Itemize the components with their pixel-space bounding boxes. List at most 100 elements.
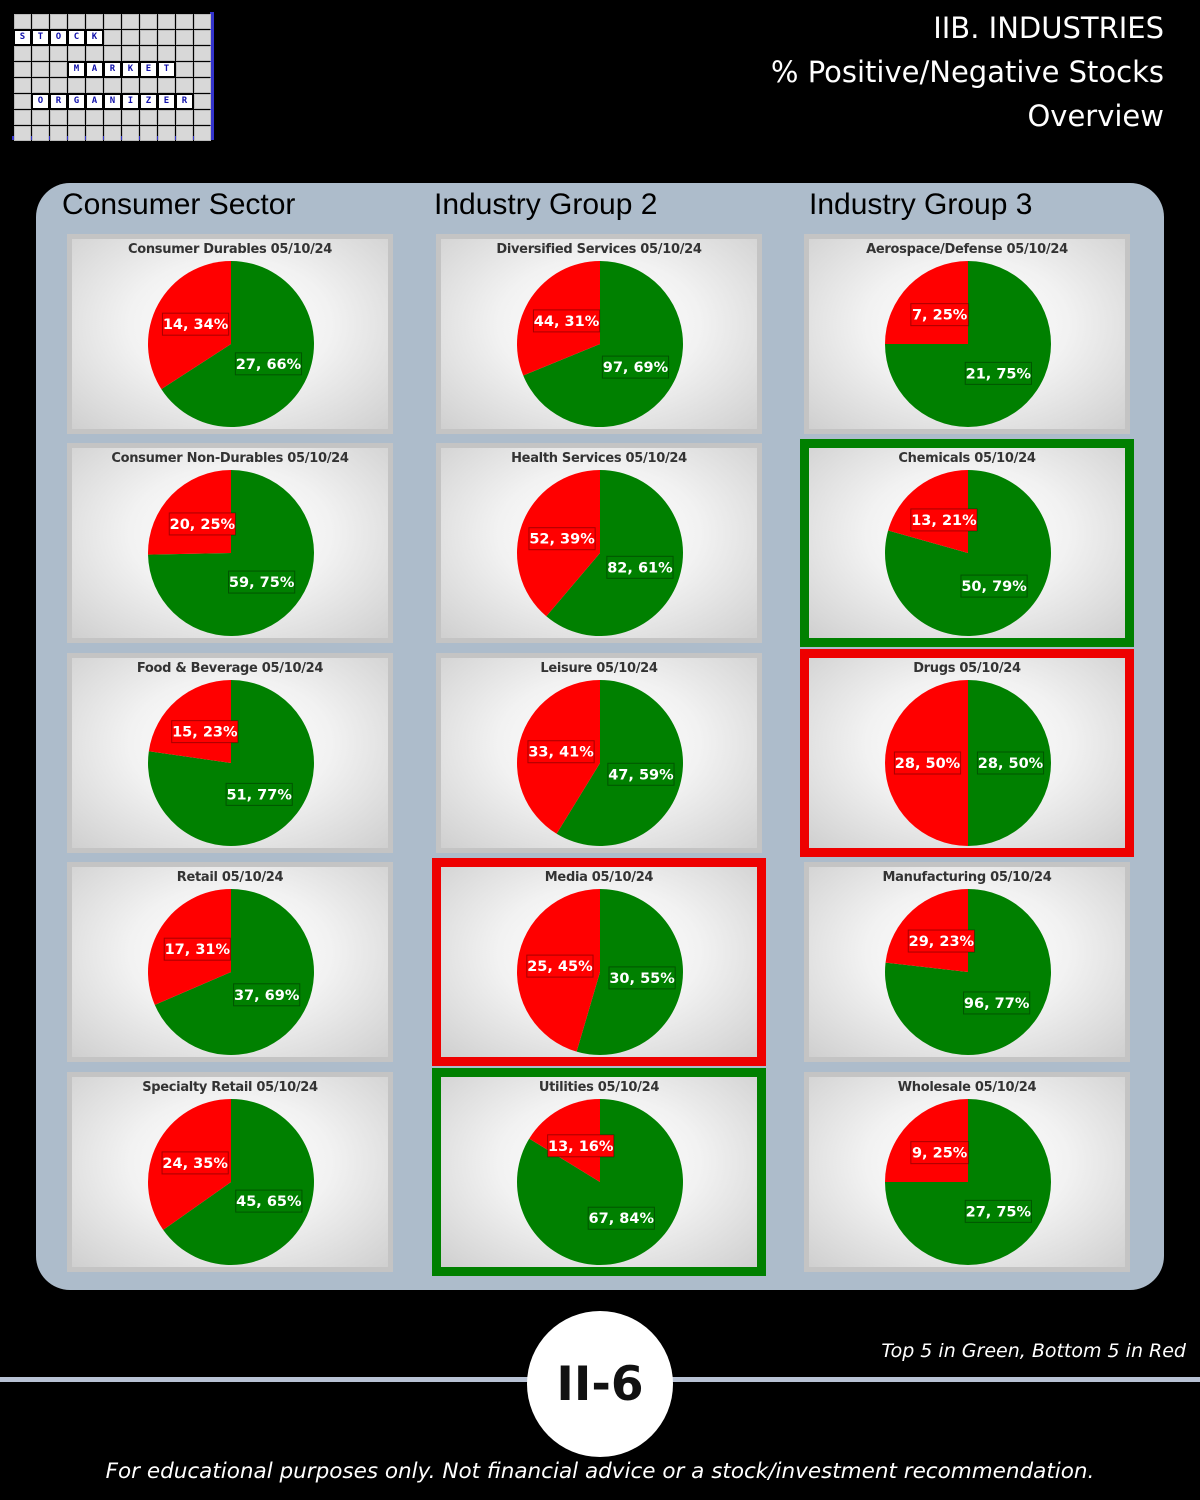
pie-title-food-beverage: Food & Beverage 05/10/24 xyxy=(136,661,324,676)
disclaimer-text: For educational purposes only. Not finan… xyxy=(105,1459,1095,1484)
pie-card-wholesale: Wholesale 05/10/24 27, 75% 9, 25% xyxy=(809,1077,1125,1267)
logo-cell xyxy=(158,46,175,61)
pie-chart-consumer-durables: 27, 66% 14, 34% xyxy=(148,261,314,427)
page-number-badge: II-6 xyxy=(527,1311,673,1457)
pie-slice-positive xyxy=(163,1099,314,1265)
logo-cell: E xyxy=(158,94,175,109)
logo-cell xyxy=(32,110,49,125)
logo-cell xyxy=(122,126,139,141)
pie-label-negative-box xyxy=(161,1151,229,1175)
logo-cell xyxy=(14,94,31,109)
highlight-legend-note: Top 5 in Green, Bottom 5 in Red xyxy=(881,1340,1186,1362)
logo-cell xyxy=(158,126,175,141)
logo-cell: N xyxy=(104,94,121,109)
pie-label-negative: 7, 25% xyxy=(912,308,968,324)
pie-card-aerospace-defense: Aerospace/Defense 05/10/24 21, 75% 7, 25% xyxy=(809,239,1125,429)
pie-slice-positive xyxy=(148,470,314,636)
pie-title-consumer-non-durables: Consumer Non-Durables 05/10/24 xyxy=(111,451,349,466)
pie-label-positive: 21, 75% xyxy=(966,366,1032,382)
page-header: IIB. INDUSTRIES % Positive/Negative Stoc… xyxy=(771,6,1164,138)
logo-cell xyxy=(86,46,103,61)
logo-cell xyxy=(104,126,121,141)
pie-card-utilities: Utilities 05/10/24 67, 84% 13, 16% xyxy=(441,1077,757,1267)
logo-cell xyxy=(158,110,175,125)
pie-card-chemicals: Chemicals 05/10/24 50, 79% 13, 21% xyxy=(809,448,1125,638)
pie-chart-leisure: 47, 59% 33, 41% xyxy=(517,680,683,846)
logo-cell xyxy=(194,126,211,141)
pie-label-positive: 28, 50% xyxy=(978,756,1044,772)
pie-card-consumer-non-durables: Consumer Non-Durables 05/10/24 59, 75% 20,… xyxy=(72,448,388,638)
pie-label-negative: 13, 16% xyxy=(548,1139,614,1155)
logo-cell xyxy=(32,14,49,29)
logo-cell: Z xyxy=(140,94,157,109)
pie-label-positive: 67, 84% xyxy=(589,1211,655,1227)
pie-label-negative: 24, 35% xyxy=(162,1156,228,1172)
pie-label-negative-box xyxy=(547,1134,615,1158)
logo-cell xyxy=(194,94,211,109)
logo-cell xyxy=(32,62,49,77)
pie-chart-aerospace-defense: 21, 75% 7, 25% xyxy=(885,261,1051,427)
logo-cell: O xyxy=(32,94,49,109)
logo-cell xyxy=(50,14,67,29)
pie-slice-negative xyxy=(148,470,231,555)
logo-cell xyxy=(122,30,139,45)
pie-title-drugs: Drugs 05/10/24 xyxy=(913,661,1021,676)
logo-cell: E xyxy=(140,62,157,77)
pie-title-health-services: Health Services 05/10/24 xyxy=(511,451,687,466)
pie-card-diversified-services: Diversified Services 05/10/24 97, 69% 44, … xyxy=(441,239,757,429)
pie-title-leisure: Leisure 05/10/24 xyxy=(540,661,658,676)
logo-cell: S xyxy=(14,30,31,45)
logo-cell: R xyxy=(104,62,121,77)
pie-label-negative: 28, 50% xyxy=(895,756,961,772)
logo-cell xyxy=(194,62,211,77)
pie-slice-positive xyxy=(161,261,314,427)
logo-cell xyxy=(140,78,157,93)
logo-cell xyxy=(86,126,103,141)
logo-cell xyxy=(140,110,157,125)
logo-cell xyxy=(176,46,193,61)
pie-label-negative-box xyxy=(907,929,975,953)
pie-slice-negative xyxy=(885,261,968,344)
pie-title-utilities: Utilities 05/10/24 xyxy=(538,1080,660,1095)
pie-label-negative-box xyxy=(527,740,595,764)
logo-cell: A xyxy=(86,94,103,109)
pie-title-consumer-durables: Consumer Durables 05/10/24 xyxy=(127,242,333,257)
logo-cell xyxy=(86,78,103,93)
pie-label-negative: 15, 23% xyxy=(172,725,238,741)
logo-cell xyxy=(86,110,103,125)
logo-cell: R xyxy=(50,94,67,109)
logo-cell: K xyxy=(86,30,103,45)
logo-cell: M xyxy=(68,62,85,77)
logo-cell: I xyxy=(122,94,139,109)
pie-label-positive-box xyxy=(601,355,670,379)
logo-cell xyxy=(14,14,31,29)
logo-cell xyxy=(14,126,31,141)
logo-cell: O xyxy=(50,30,67,45)
pie-title-retail: Retail 05/10/24 xyxy=(176,870,284,885)
header-subtitle: % Positive/Negative Stocks xyxy=(770,55,1164,89)
logo-cell xyxy=(86,14,103,29)
logo-cell xyxy=(158,30,175,45)
logo-cell xyxy=(50,62,67,77)
column-title-industry-group-3: Industry Group 3 xyxy=(809,188,1033,221)
logo-cell xyxy=(104,78,121,93)
pie-label-positive-box xyxy=(964,361,1032,385)
logo-cell xyxy=(68,46,85,61)
logo-cell xyxy=(176,14,193,29)
logo-cell xyxy=(32,46,49,61)
logo-cell xyxy=(176,126,193,141)
pie-title-manufacturing: Manufacturing 05/10/24 xyxy=(882,870,1052,885)
pie-label-negative-box xyxy=(161,312,230,336)
pie-label-positive-box xyxy=(587,1206,655,1230)
logo-cell xyxy=(194,110,211,125)
pie-title-media: Media 05/10/24 xyxy=(544,870,654,885)
pie-title-chemicals: Chemicals 05/10/24 xyxy=(898,451,1036,466)
pie-slice-positive xyxy=(546,470,683,636)
pie-label-positive-box xyxy=(606,555,674,579)
pie-label-negative: 44, 31% xyxy=(534,314,600,330)
pie-label-positive-box xyxy=(963,991,1031,1015)
pie-label-positive-box xyxy=(964,1199,1032,1223)
pie-card-retail: Retail 05/10/24 37, 69% 17, 31% xyxy=(72,867,388,1057)
logo-cell: A xyxy=(86,62,103,77)
